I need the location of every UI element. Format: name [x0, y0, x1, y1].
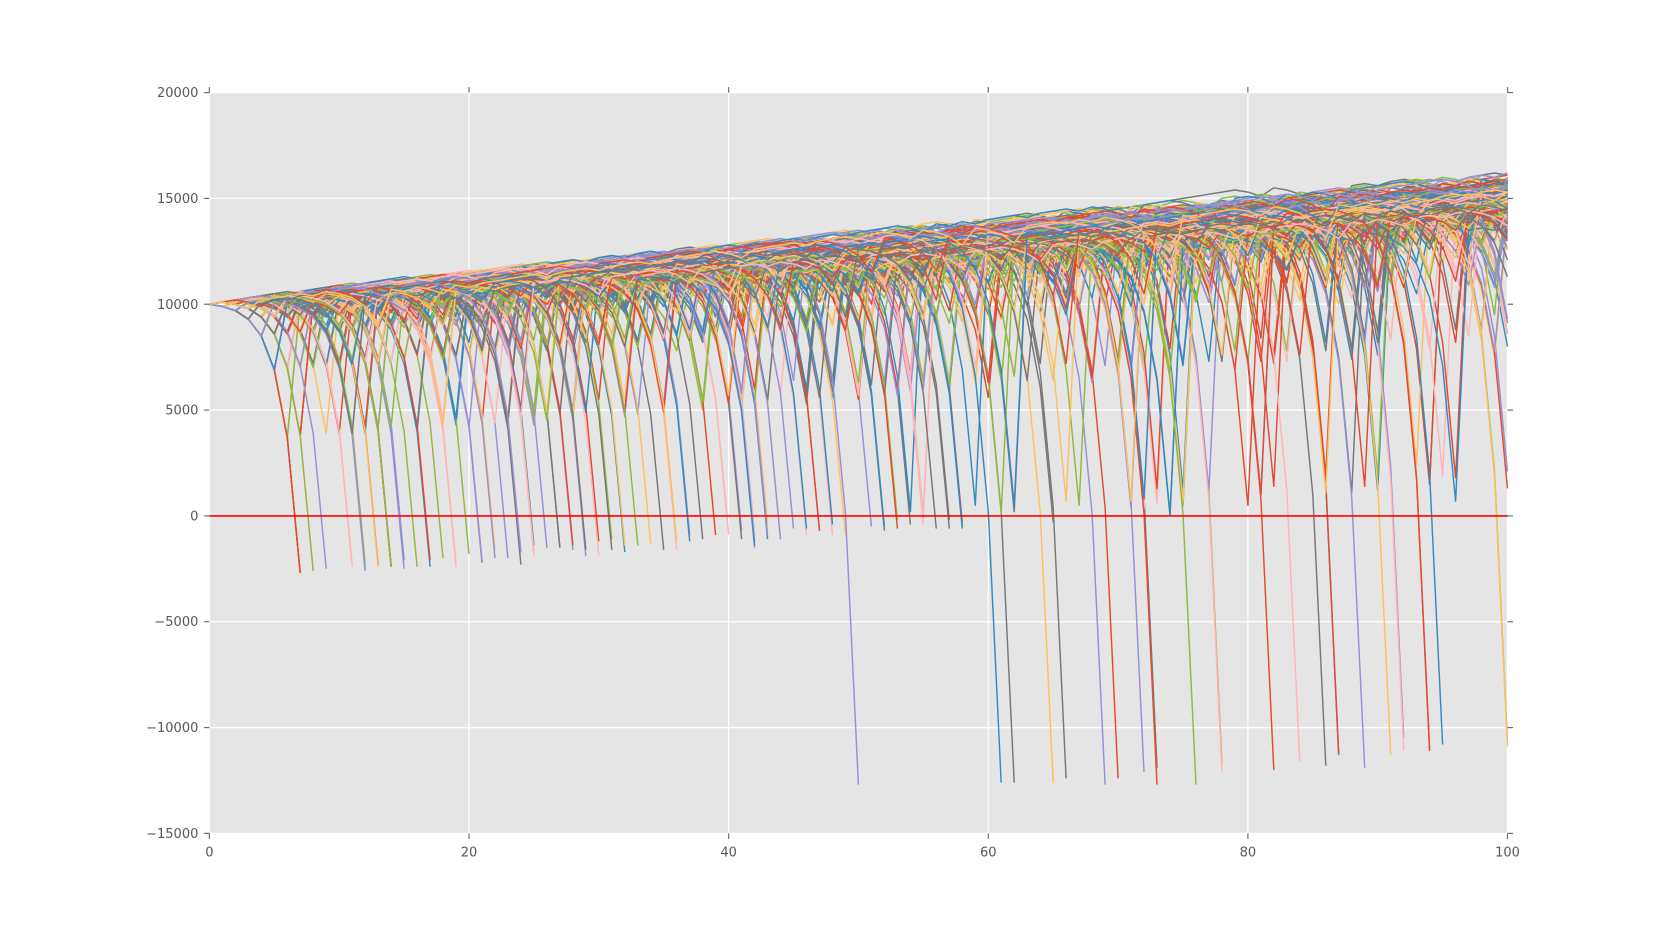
series-line — [209, 177, 1509, 306]
y-tick-label: −10000 — [146, 721, 198, 736]
y-tick-label: −15000 — [146, 827, 198, 842]
y-tick-label: −5000 — [154, 615, 198, 630]
x-tick-label: 80 — [1240, 845, 1257, 860]
series-lines — [209, 172, 1509, 785]
y-tick-label: 0 — [190, 509, 198, 524]
x-tick-label: 0 — [205, 845, 213, 860]
series-line — [209, 193, 1508, 312]
series-line — [209, 206, 1509, 352]
x-tick-label: 20 — [461, 845, 478, 860]
y-tick-label: 15000 — [157, 192, 198, 207]
y-tick-label: 10000 — [157, 298, 198, 313]
series-line — [209, 275, 756, 546]
series-line — [209, 210, 1509, 435]
x-tick-label: 40 — [720, 845, 737, 860]
x-tick-label: 60 — [980, 845, 997, 860]
y-tick-label: 5000 — [165, 404, 198, 419]
axis-ticks — [203, 87, 1513, 839]
tick-labels: −15000 −10000 −5000 0 5000 10000 15000 20000 0 20… — [146, 86, 1520, 860]
y-tick-label: 20000 — [157, 86, 198, 101]
series-line — [209, 204, 1508, 325]
grid — [208, 91, 1509, 835]
x-tick-label: 100 — [1495, 845, 1520, 860]
series-line — [209, 189, 1508, 325]
